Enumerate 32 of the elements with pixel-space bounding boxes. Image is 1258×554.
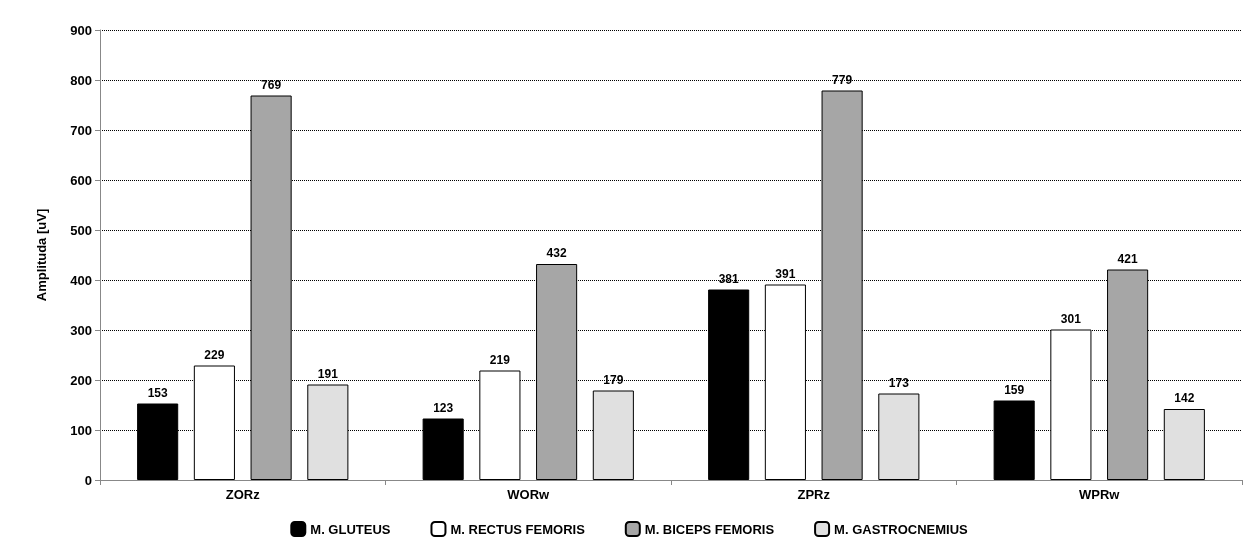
y-tick-label: 0 [84, 472, 92, 488]
y-tick-label: 200 [70, 372, 92, 388]
data-label: 301 [1060, 311, 1082, 326]
data-label: 229 [204, 347, 225, 362]
legend-label: M. BICEPS FEMORIS [644, 521, 775, 537]
x-tick-label: WPRw [1079, 487, 1121, 502]
y-tick-label: 900 [70, 22, 92, 38]
x-tick-label: ZORz [225, 487, 261, 502]
data-label: 421 [1117, 251, 1138, 266]
data-label: 219 [489, 352, 511, 367]
data-label: 173 [888, 375, 910, 390]
x-tick-label: WORw [507, 487, 551, 502]
y-tick-label: 600 [70, 172, 92, 188]
data-label: 159 [1004, 382, 1025, 397]
y-tick-label: 500 [70, 222, 92, 238]
legend-label: M. RECTUS FEMORIS [450, 521, 586, 537]
data-label: 432 [546, 246, 567, 260]
x-tick-label: ZPRz [797, 487, 831, 502]
y-tick-label: 100 [70, 422, 92, 438]
data-label: 391 [775, 266, 796, 281]
y-tick-label: 300 [70, 322, 92, 338]
data-label: 142 [1174, 391, 1195, 405]
data-label: 381 [718, 271, 739, 286]
y-tick-label: 700 [70, 122, 92, 138]
y-tick-label: 400 [70, 272, 92, 288]
y-tick-label: 800 [70, 72, 92, 88]
legend-label: M. GLUTEUS [310, 521, 391, 537]
data-label: 123 [433, 400, 454, 415]
legend-label: M. GASTROCNEMIUS [834, 521, 969, 537]
data-label: 153 [147, 385, 168, 400]
y-axis-title: Amplituda [uV] [34, 208, 49, 302]
data-label: 191 [317, 366, 339, 381]
